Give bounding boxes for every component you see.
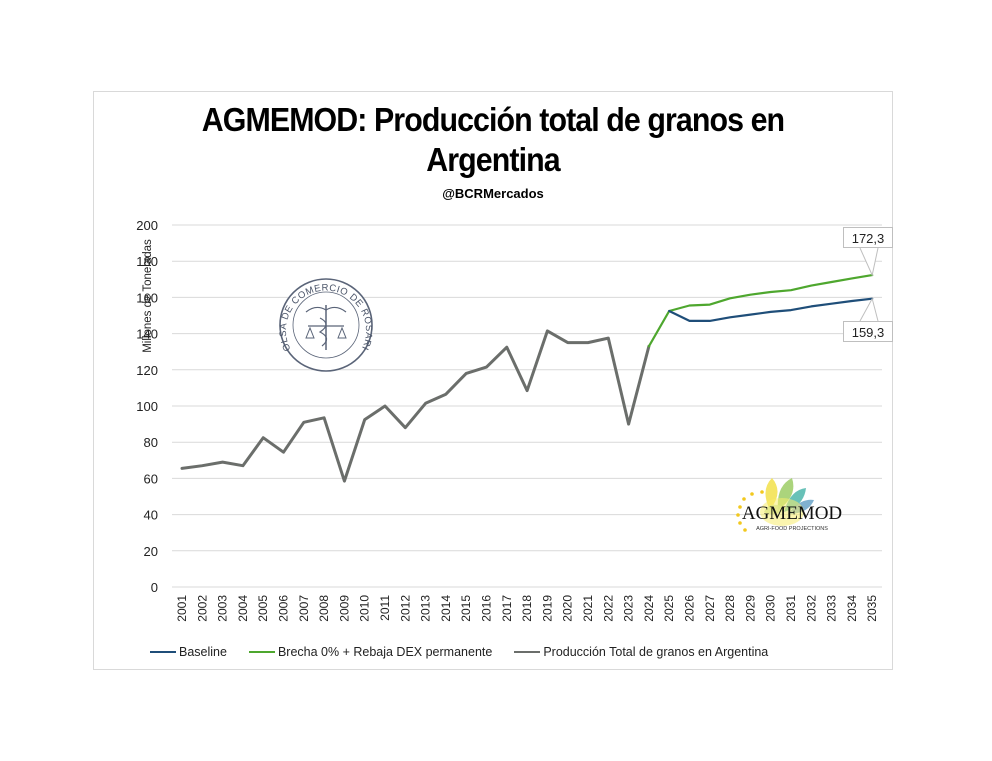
legend-swatch-produccion [514,651,541,653]
legend-item-produccion: Producción Total de granos en Argentina [514,645,768,659]
callout-pointer-green [859,247,879,277]
x-tick-label: 2006 [277,595,291,622]
x-tick-label: 2021 [581,595,595,622]
legend-label: Baseline [179,645,227,659]
y-tick-label: 200 [136,218,158,233]
y-tick-label: 20 [144,544,158,559]
x-tick-label: 2034 [845,595,859,622]
series-line-baseline [668,297,874,322]
x-tick-label: 2031 [784,595,798,622]
x-axis-ticks: 2001 2002 2003 2004 2005 2006 2007 2008 2009 2010… [175,595,879,622]
x-tick-label: 2002 [195,595,209,622]
y-tick-label: 60 [144,471,158,486]
y-tick-label: 40 [144,508,158,523]
x-tick-label: 2035 [865,595,879,622]
legend-item-baseline: Baseline [150,645,227,659]
agmemod-tagline: AGRI-FOOD PROJECTIONS [756,526,828,532]
agmemod-name: AGMEMOD [742,503,842,524]
x-tick-label: 2019 [540,595,554,622]
x-tick-label: 2014 [439,595,453,622]
x-tick-label: 2033 [825,595,839,622]
x-tick-label: 2009 [337,595,351,622]
x-tick-label: 2010 [358,595,372,622]
bcr-seal-logo: BOLSA DE COMERCIO DE ROSARIO [0,0,374,372]
x-tick-label: 2025 [662,595,676,622]
x-tick-label: 2027 [703,595,717,622]
gridlines [172,224,882,588]
legend-swatch-brecha [248,651,275,653]
legend: Baseline Brecha 0% + Rebaja DEX permanen… [150,645,768,659]
x-tick-label: 2008 [317,595,331,622]
chart-title: AGMEMOD: Producción total de granos en A… [125,100,861,180]
title-line-2: Argentina [426,141,560,178]
y-tick-label: 100 [136,399,158,414]
x-tick-label: 2001 [175,595,189,622]
x-tick-label: 2026 [683,595,697,622]
legend-label: Brecha 0% + Rebaja DEX permanente [277,645,493,659]
y-tick-label: 160 [136,290,158,305]
y-tick-label: 0 [151,580,158,595]
y-tick-label: 140 [136,327,158,342]
x-tick-label: 2017 [500,595,514,622]
x-tick-label: 2003 [216,595,230,622]
agmemod-logo: AGMEMOD AGRI-FOOD PROJECTIONS [736,478,842,532]
callout-green-end: 172,3 [843,227,893,248]
y-tick-label: 120 [136,363,158,378]
x-tick-label: 2012 [398,595,412,622]
legend-swatch-baseline [150,651,176,653]
y-tick-label: 80 [144,435,158,450]
x-tick-label: 2015 [459,595,473,622]
x-tick-label: 2030 [764,595,778,622]
x-tick-label: 2023 [622,595,636,622]
legend-label: Producción Total de granos en Argentina [543,645,769,659]
x-tick-label: 2022 [601,595,615,622]
x-tick-label: 2005 [256,595,270,622]
x-tick-label: 2011 [378,595,392,621]
x-tick-label: 2018 [520,595,534,622]
x-tick-label: 2029 [743,595,757,622]
callout-pointer-blue [859,297,879,322]
x-tick-label: 2013 [419,595,433,622]
legend-item-brecha: Brecha 0% + Rebaja DEX permanente [248,645,493,659]
x-tick-label: 2032 [804,595,818,622]
x-tick-label: 2007 [297,595,311,622]
x-tick-label: 2024 [642,595,656,622]
x-tick-label: 2004 [236,595,250,622]
series-line-brecha [647,274,874,348]
chart-frame [93,91,893,670]
x-tick-label: 2028 [723,595,737,622]
callout-blue-end: 159,3 [843,321,893,342]
y-tick-label: 180 [136,254,158,269]
title-line-1: AGMEMOD: Producción total de granos en [201,101,785,138]
series-line-produccion [180,329,651,483]
chart-subtitle: @BCRMercados [442,186,544,201]
x-tick-label: 2016 [480,595,494,622]
x-tick-label: 2020 [561,595,575,622]
